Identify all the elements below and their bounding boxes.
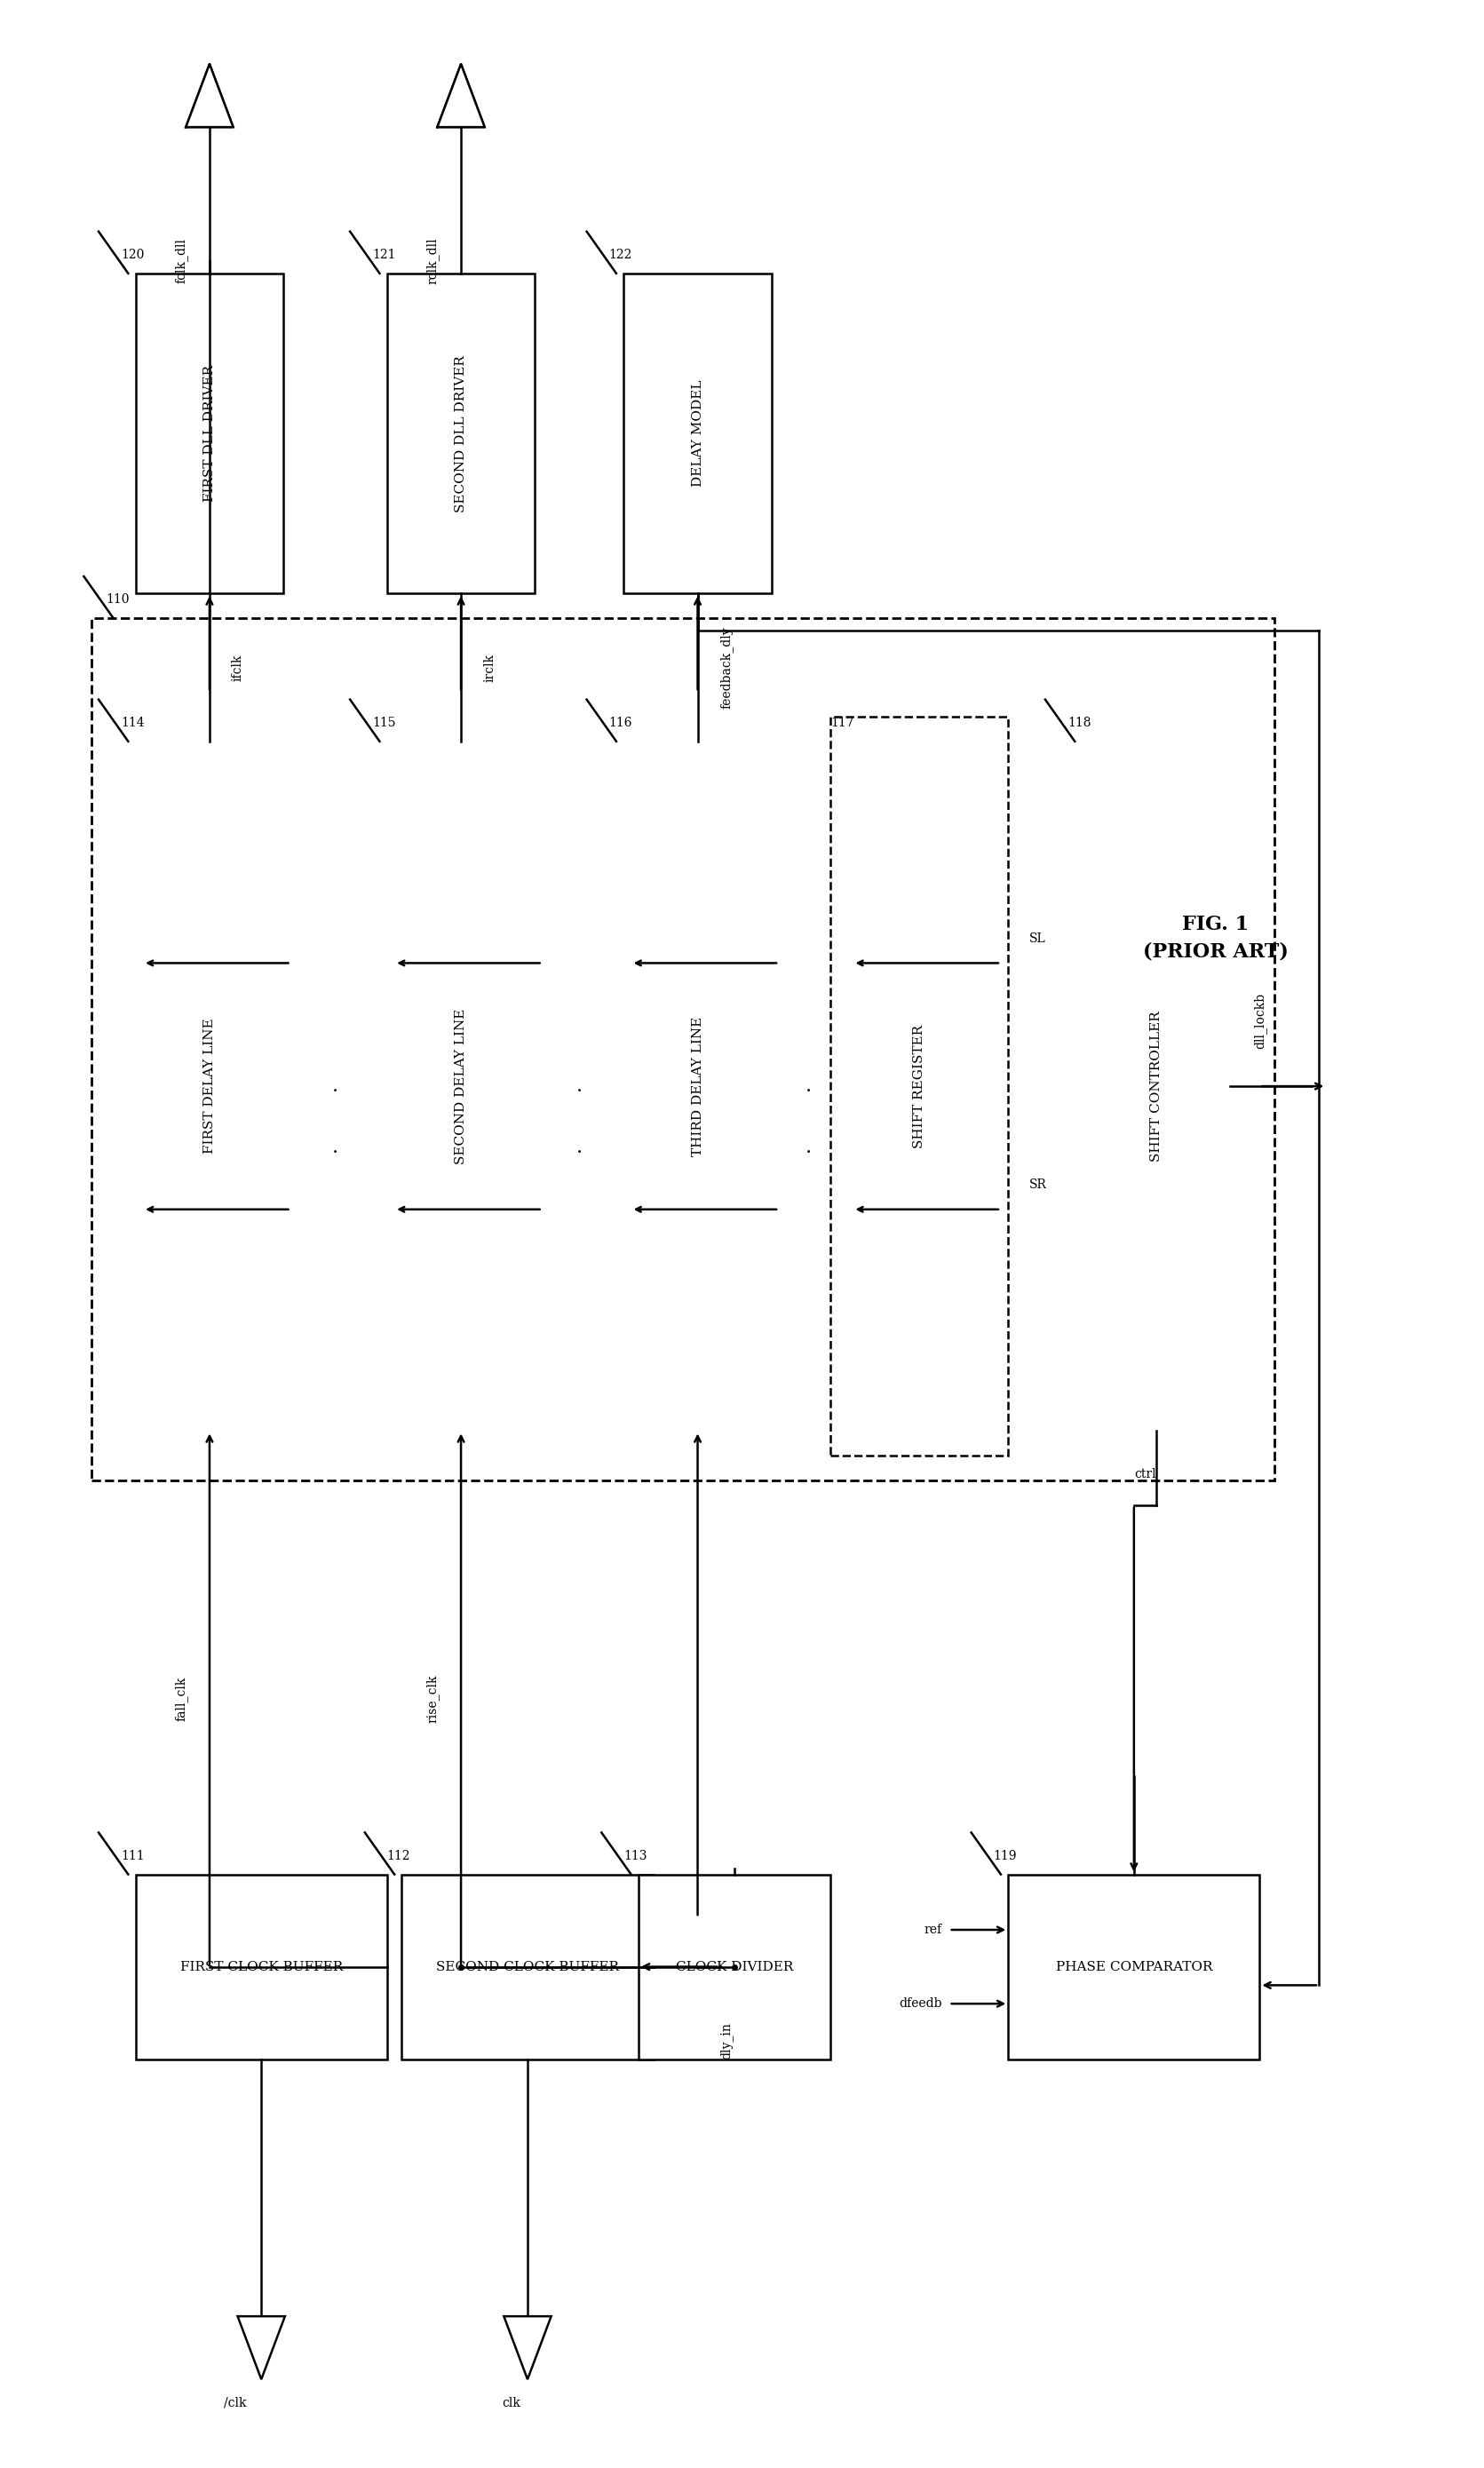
Text: 116: 116 <box>608 716 632 728</box>
Text: rise_clk: rise_clk <box>426 1676 439 1723</box>
Text: .: . <box>332 1076 338 1096</box>
Polygon shape <box>186 64 233 126</box>
Text: 121: 121 <box>372 249 396 262</box>
Polygon shape <box>505 2317 551 2379</box>
Text: rclk_dll: rclk_dll <box>426 237 439 284</box>
Text: 122: 122 <box>608 249 632 262</box>
Text: clk: clk <box>502 2396 519 2409</box>
Bar <box>91 617 1275 1481</box>
Text: irclk: irclk <box>484 654 496 681</box>
Text: .: . <box>576 1076 582 1096</box>
Bar <box>1008 1873 1260 2058</box>
Text: ctrl: ctrl <box>1134 1468 1156 1481</box>
Text: THIRD DELAY LINE: THIRD DELAY LINE <box>692 1017 703 1155</box>
Text: .: . <box>576 1138 582 1157</box>
Bar <box>402 1873 653 2058</box>
Text: DELAY MODEL: DELAY MODEL <box>692 380 703 486</box>
Text: SECOND DELAY LINE: SECOND DELAY LINE <box>454 1009 467 1165</box>
Text: SR: SR <box>1028 1180 1046 1192</box>
Text: FIG. 1
(PRIOR ART): FIG. 1 (PRIOR ART) <box>1143 916 1288 963</box>
Bar <box>846 740 993 1431</box>
Text: SECOND DLL DRIVER: SECOND DLL DRIVER <box>454 355 467 511</box>
Text: .: . <box>332 1138 338 1157</box>
Text: 115: 115 <box>372 716 396 728</box>
Text: SHIFT REGISTER: SHIFT REGISTER <box>913 1024 926 1148</box>
Text: fall_clk: fall_clk <box>174 1676 187 1720</box>
Text: SHIFT CONTROLLER: SHIFT CONTROLLER <box>1150 1012 1162 1162</box>
Bar <box>387 740 534 1431</box>
Text: dly_in: dly_in <box>720 2021 733 2058</box>
Text: SECOND CLOCK BUFFER: SECOND CLOCK BUFFER <box>436 1960 619 1972</box>
Text: CLOCK DIVIDER: CLOCK DIVIDER <box>675 1960 794 1972</box>
Bar <box>387 274 534 595</box>
Text: FIRST DELAY LINE: FIRST DELAY LINE <box>203 1019 215 1155</box>
Text: fclk_dll: fclk_dll <box>174 239 187 284</box>
Text: 120: 120 <box>120 249 144 262</box>
Bar <box>638 1873 831 2058</box>
Bar <box>135 1873 387 2058</box>
Text: 112: 112 <box>387 1849 411 1861</box>
Text: .: . <box>806 1138 812 1157</box>
Text: 117: 117 <box>831 716 855 728</box>
Text: FIRST DLL DRIVER: FIRST DLL DRIVER <box>203 365 215 501</box>
Text: 114: 114 <box>120 716 144 728</box>
Text: 110: 110 <box>105 592 129 607</box>
Bar <box>1082 740 1230 1431</box>
Text: dll_lockb: dll_lockb <box>1252 992 1266 1049</box>
Text: FIRST CLOCK BUFFER: FIRST CLOCK BUFFER <box>180 1960 343 1972</box>
Text: ifclk: ifclk <box>232 654 245 681</box>
Bar <box>623 274 772 595</box>
Bar <box>135 274 283 595</box>
Text: PHASE COMPARATOR: PHASE COMPARATOR <box>1055 1960 1212 1972</box>
Text: .: . <box>806 1076 812 1096</box>
Text: /clk: /clk <box>224 2396 246 2409</box>
Polygon shape <box>237 2317 285 2379</box>
Text: 118: 118 <box>1067 716 1091 728</box>
Text: ref: ref <box>925 1923 942 1935</box>
Text: SL: SL <box>1030 933 1046 945</box>
Bar <box>135 740 283 1431</box>
Bar <box>831 716 1008 1456</box>
Text: feedback_dly: feedback_dly <box>720 627 733 708</box>
Bar <box>623 740 772 1431</box>
Text: 113: 113 <box>623 1849 647 1861</box>
Text: 111: 111 <box>120 1849 144 1861</box>
Text: dfeedb: dfeedb <box>899 1997 942 2009</box>
Polygon shape <box>438 64 485 126</box>
Text: 119: 119 <box>993 1849 1017 1861</box>
